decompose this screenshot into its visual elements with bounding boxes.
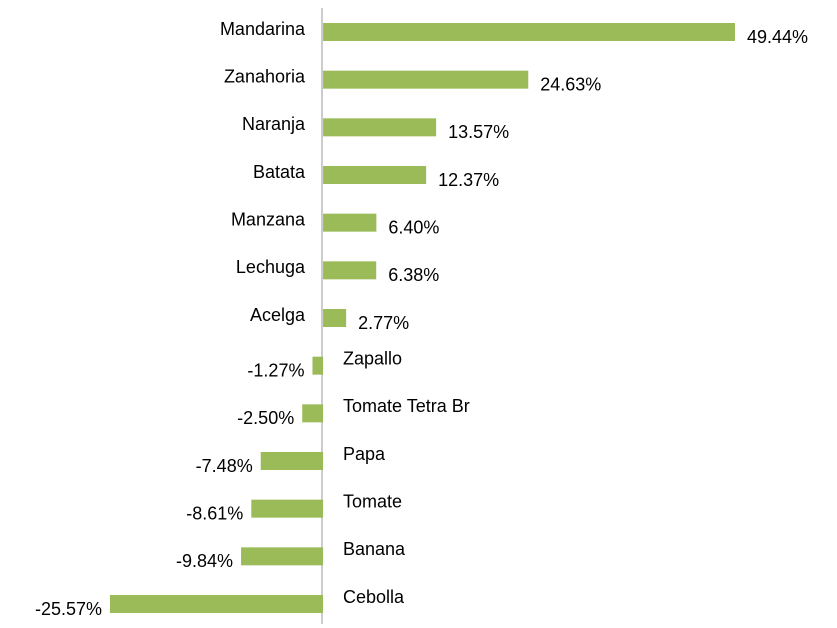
category-label: Banana: [343, 539, 406, 559]
value-label: 49.44%: [747, 27, 808, 47]
value-label: 2.77%: [358, 313, 409, 333]
category-label: Papa: [343, 444, 386, 464]
category-label: Cebolla: [343, 587, 405, 607]
bar: [260, 452, 324, 470]
bar: [323, 213, 377, 232]
bar: [323, 309, 347, 327]
bar: [323, 166, 427, 184]
category-label: Lechuga: [236, 257, 306, 277]
category-label: Acelga: [250, 305, 306, 325]
value-label: -9.84%: [176, 551, 233, 571]
value-label: 12.37%: [438, 170, 499, 190]
category-label: Batata: [253, 162, 306, 182]
value-label: -7.48%: [196, 456, 253, 476]
bar: [251, 499, 324, 518]
category-label: Zapallo: [343, 348, 402, 368]
value-label: 24.63%: [540, 74, 601, 94]
category-label: Tomate Tetra Br: [343, 396, 470, 416]
value-label: -8.61%: [186, 503, 243, 523]
bar: [323, 23, 735, 41]
bar: [323, 261, 377, 280]
bar: [302, 404, 324, 423]
category-label: Mandarina: [220, 19, 306, 39]
category-label: Manzana: [231, 209, 306, 229]
value-label: 6.40%: [388, 217, 439, 237]
bar: [323, 118, 437, 137]
value-label: 6.38%: [388, 265, 439, 285]
bar: [312, 356, 324, 375]
bar: [241, 547, 324, 566]
bar: [110, 595, 324, 613]
category-label: Zanahoria: [224, 66, 306, 86]
value-label: -2.50%: [237, 408, 294, 428]
value-label: -25.57%: [35, 599, 102, 619]
category-label: Tomate: [343, 491, 402, 511]
value-label: 13.57%: [448, 122, 509, 142]
bar: [323, 70, 529, 89]
value-label: -1.27%: [247, 360, 304, 380]
category-label: Naranja: [242, 114, 306, 134]
